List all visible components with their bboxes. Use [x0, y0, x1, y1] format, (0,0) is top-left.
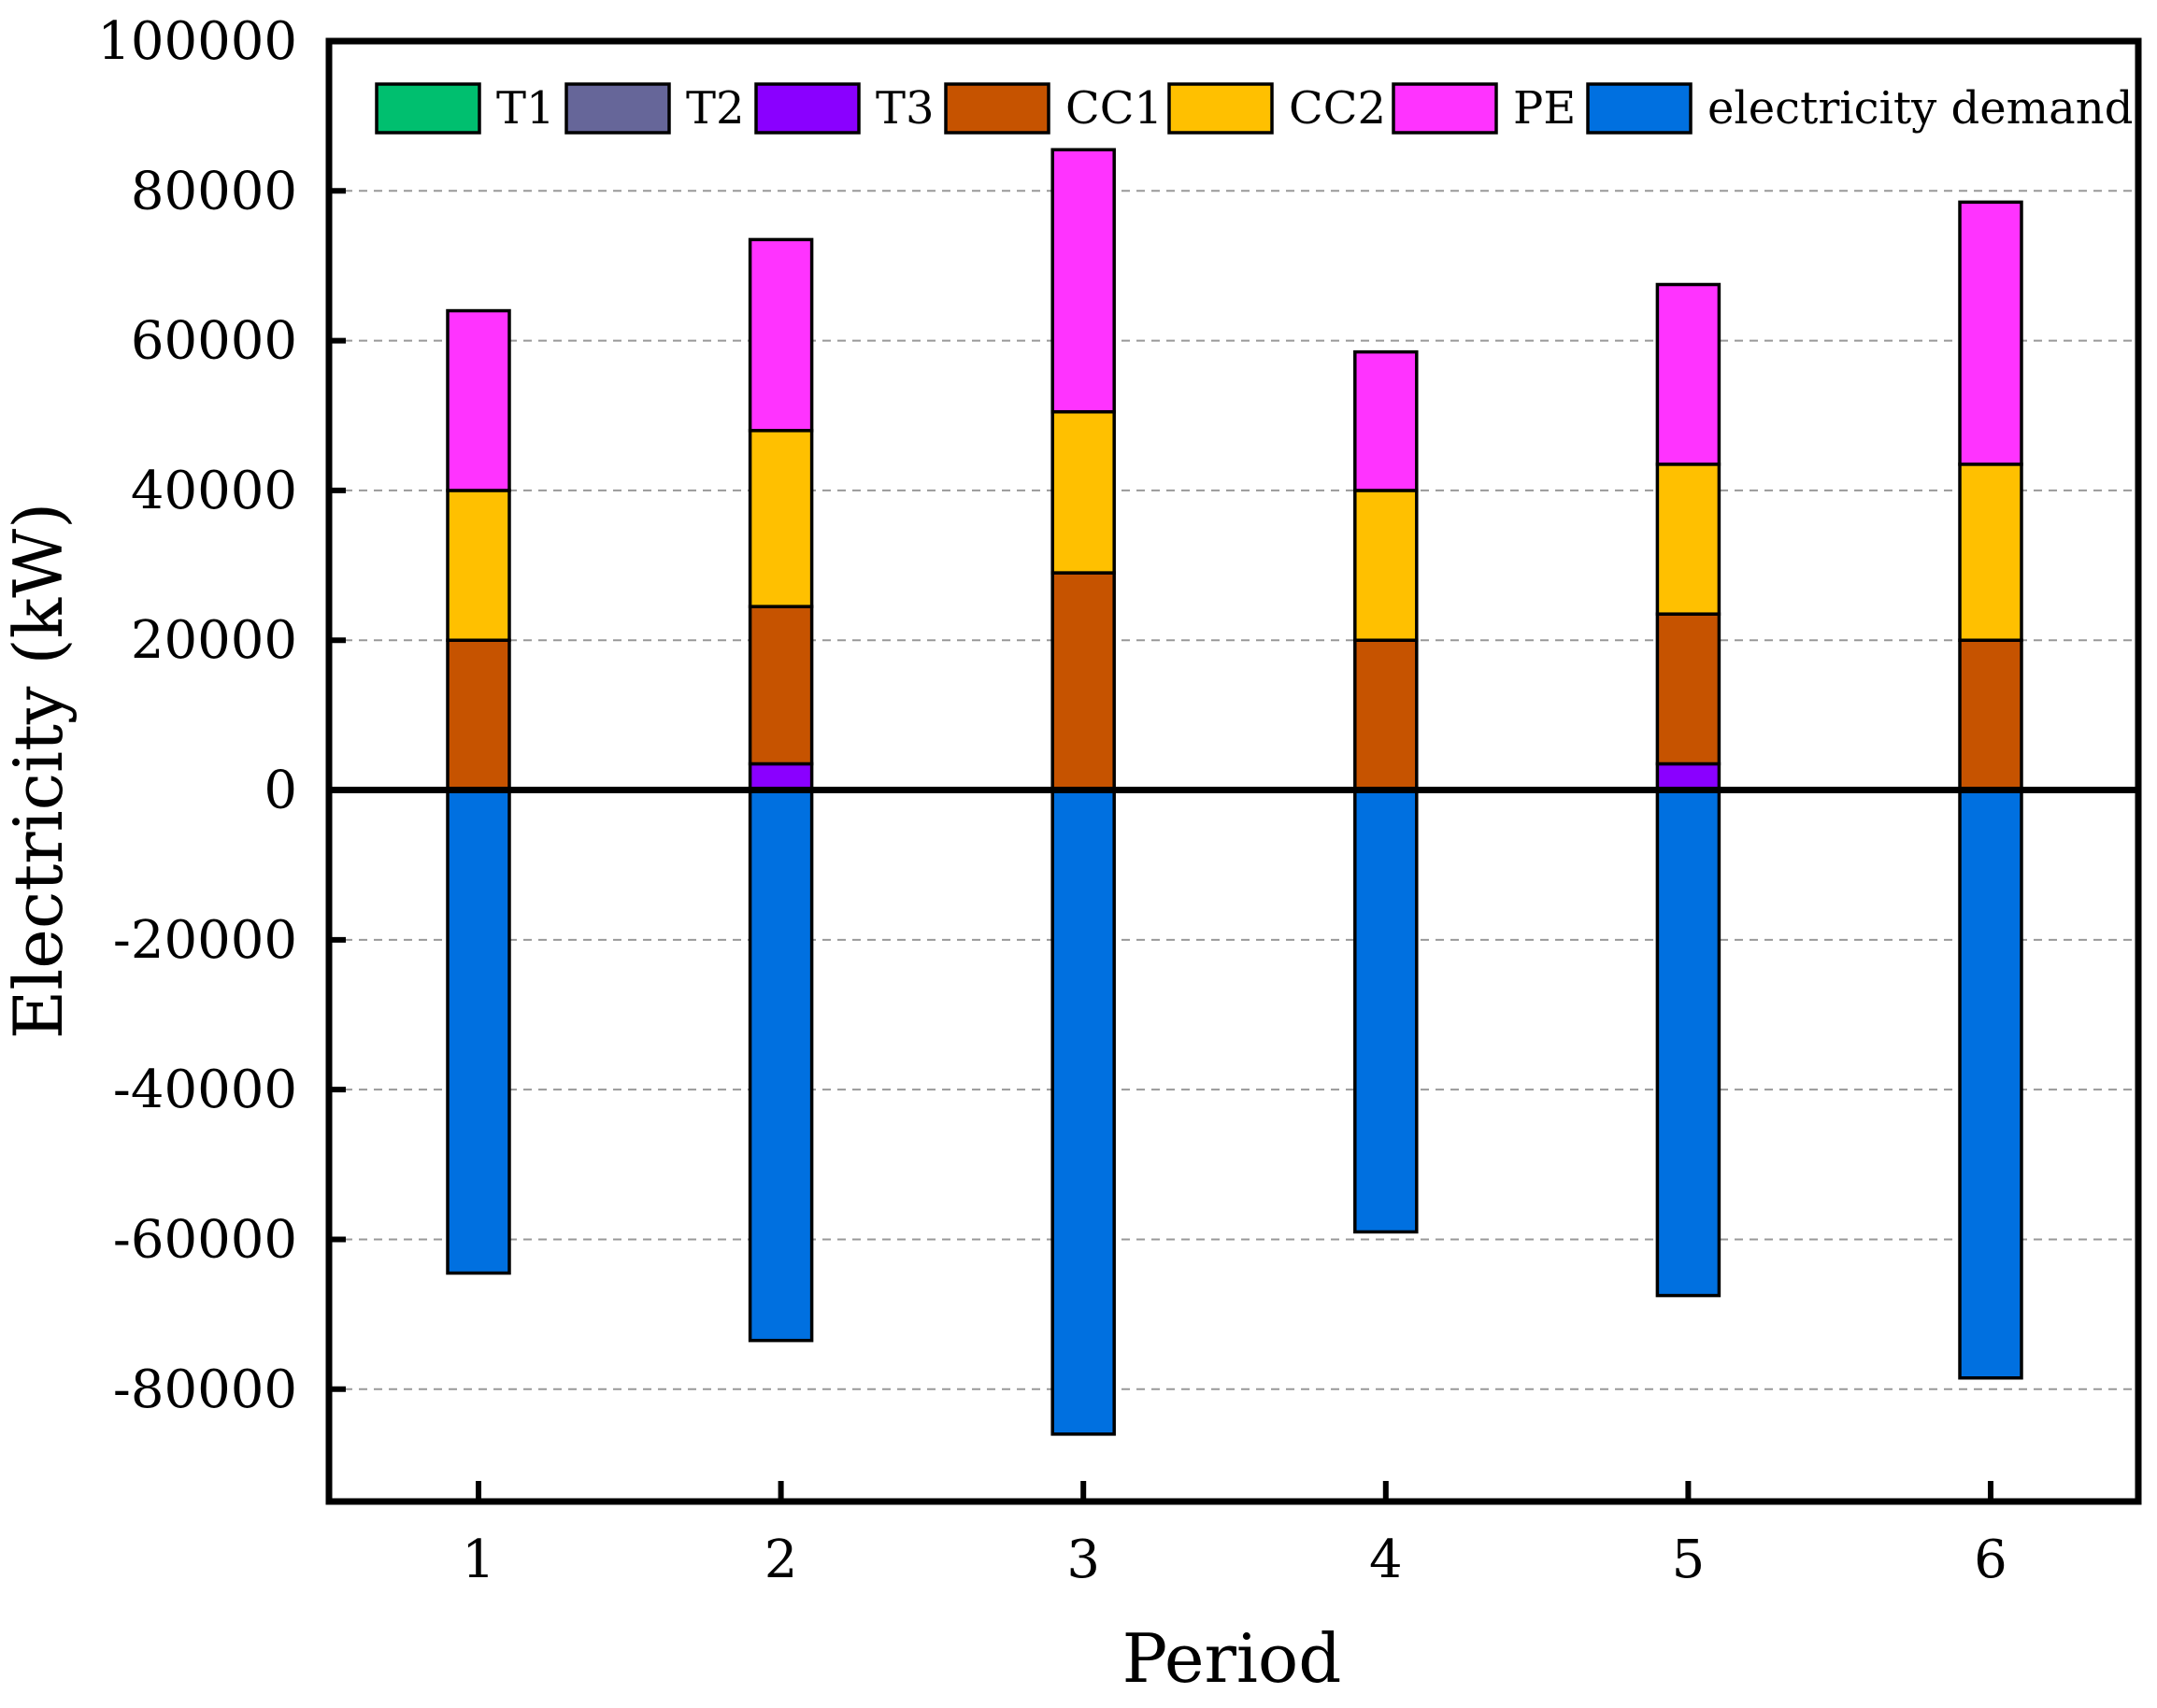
y-tick-label: -60000: [113, 1209, 297, 1270]
bar-pe-period-6: [1958, 200, 2023, 466]
bar-pe-period-4: [1353, 349, 1419, 492]
legend-label: T2: [686, 82, 745, 135]
x-tick-label: 2: [764, 1530, 798, 1590]
tick-labels: 100000 80000 60000 40000 20000 0 -20000 -40000 -…: [97, 11, 2007, 1590]
bar-cc2-period-4: [1353, 489, 1419, 642]
legend-label: T3: [876, 82, 935, 135]
x-tick-label: 1: [462, 1530, 495, 1590]
legend-swatch: [1392, 82, 1498, 135]
x-tick-label: 6: [1974, 1530, 2007, 1590]
bar-cc1-period-4: [1353, 638, 1419, 792]
bar-pe-period-5: [1655, 282, 1721, 466]
bars: [446, 148, 2023, 1436]
y-tick-label: 40000: [131, 461, 297, 521]
legend-item-cc2: CC2: [1167, 82, 1386, 135]
x-axis-title: Period: [1122, 1619, 1342, 1698]
bar-cc2-period-1: [446, 489, 511, 642]
x-tick-label: 3: [1066, 1530, 1100, 1590]
y-tick-label: 0: [264, 761, 297, 821]
y-tick-label: 20000: [131, 610, 297, 671]
x-tick-label: 4: [1369, 1530, 1403, 1590]
y-tick-label: -40000: [113, 1060, 297, 1120]
legend-label: CC1: [1065, 82, 1163, 135]
x-tick-label: 5: [1672, 1530, 1706, 1590]
bar-t3-period-2: [748, 761, 814, 792]
bar-electricity-demand-period-6: [1958, 788, 2023, 1380]
legend-item-t3: T3: [754, 82, 935, 135]
legend-item-t1: T1: [375, 82, 555, 135]
bar-cc1-period-2: [748, 605, 814, 766]
bar-cc1-period-5: [1655, 612, 1721, 766]
plot-frame: [325, 37, 2142, 1505]
y-tick-label: 100000: [97, 11, 297, 72]
legend-item-t2: T2: [564, 82, 745, 135]
bar-cc2-period-3: [1050, 410, 1116, 575]
y-tick-label: -80000: [113, 1359, 297, 1420]
legend-label: PE: [1513, 82, 1576, 135]
grid-lines: [329, 190, 2138, 1390]
axes: [325, 37, 2142, 1505]
bar-cc2-period-6: [1958, 463, 2023, 642]
legend-label: T1: [496, 82, 555, 135]
y-tick-label: -20000: [113, 910, 297, 971]
y-tick-label: 80000: [131, 161, 297, 221]
bar-cc1-period-1: [446, 638, 511, 792]
bar-cc2-period-5: [1655, 463, 1721, 616]
bar-pe-period-2: [748, 237, 814, 433]
legend-swatch: [1167, 82, 1274, 135]
legend-swatch: [564, 82, 671, 135]
legend-item-cc1: CC1: [944, 82, 1163, 135]
y-tick-label: 60000: [131, 311, 297, 372]
legend-item-electricity-demand: electricity demand: [1586, 82, 2133, 135]
bar-cc1-period-3: [1050, 571, 1116, 792]
bar-electricity-demand-period-4: [1353, 788, 1419, 1234]
bar-electricity-demand-period-2: [748, 788, 814, 1343]
legend-item-pe: PE: [1392, 82, 1576, 135]
bar-cc2-period-2: [748, 429, 814, 608]
legend-swatch: [754, 82, 861, 135]
legend: T1 T2 T3 CC1 CC2 PE electricity demand: [375, 82, 2133, 135]
legend-swatch: [375, 82, 481, 135]
y-axis-title: Electricity (kW): [0, 503, 78, 1040]
bar-pe-period-1: [446, 308, 511, 492]
legend-swatch: [944, 82, 1050, 135]
bar-t3-period-5: [1655, 761, 1721, 792]
legend-swatch: [1586, 82, 1693, 135]
bar-cc1-period-6: [1958, 638, 2023, 792]
bar-electricity-demand-period-5: [1655, 788, 1721, 1298]
legend-label: CC2: [1289, 82, 1386, 135]
bar-electricity-demand-period-3: [1050, 788, 1116, 1436]
bar-pe-period-3: [1050, 148, 1116, 414]
legend-label: electricity demand: [1707, 82, 2133, 135]
bar-electricity-demand-period-1: [446, 788, 511, 1275]
